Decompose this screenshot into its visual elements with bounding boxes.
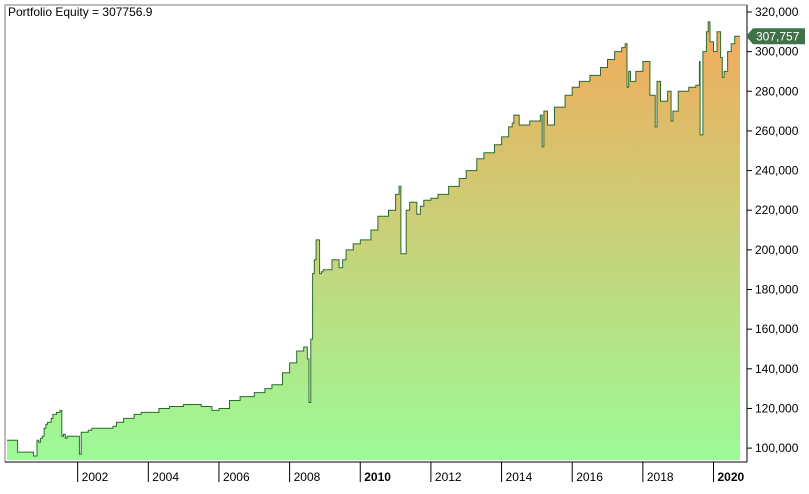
y-axis: 100,000 120,000 140,000 160,000 180,000 200,0… <box>746 5 799 462</box>
x-tick-label: 2002 <box>82 470 109 484</box>
y-tick-label: 260,000 <box>755 124 799 138</box>
x-tick-label: 2010 <box>364 470 391 484</box>
x-axis: 2002 2004 2006 2008 2010 2012 2014 2016 2018 2020 <box>5 461 747 484</box>
current-value-tag <box>746 28 805 45</box>
y-tick-label: 240,000 <box>755 164 799 178</box>
title-label: Portfolio Equity <box>8 5 89 19</box>
equity-area-layer <box>7 21 740 461</box>
y-tick-label: 100,000 <box>755 441 799 455</box>
x-tick-label: 2018 <box>647 470 674 484</box>
y-tick-label: 220,000 <box>755 203 799 217</box>
title-value: 307756.9 <box>102 5 152 19</box>
y-tick-label: 320,000 <box>755 5 799 19</box>
y-tick-label: 160,000 <box>755 322 799 336</box>
y-tick-label: 180,000 <box>755 283 799 297</box>
y-tick-label: 120,000 <box>755 401 799 415</box>
current-value-marker: 307,757 <box>746 28 805 45</box>
title-separator: = <box>89 5 103 19</box>
x-tick-label: 2016 <box>576 470 603 484</box>
x-tick-label: 2004 <box>152 470 179 484</box>
x-tick-label: 2006 <box>223 470 250 484</box>
chart-title: Portfolio Equity = 307756.9 <box>8 5 153 19</box>
x-tick-label: 2012 <box>435 470 462 484</box>
y-tick-label: 140,000 <box>755 362 799 376</box>
y-tick-label: 280,000 <box>755 84 799 98</box>
x-tick-label: 2014 <box>506 470 533 484</box>
equity-area <box>7 21 740 461</box>
x-tick-label: 2008 <box>294 470 321 484</box>
x-tick-label: 2020 <box>718 470 745 484</box>
current-value-label: 307,757 <box>756 30 800 44</box>
equity-line <box>7 21 740 457</box>
y-tick-label: 200,000 <box>755 243 799 257</box>
y-tick-label: 300,000 <box>755 45 799 59</box>
